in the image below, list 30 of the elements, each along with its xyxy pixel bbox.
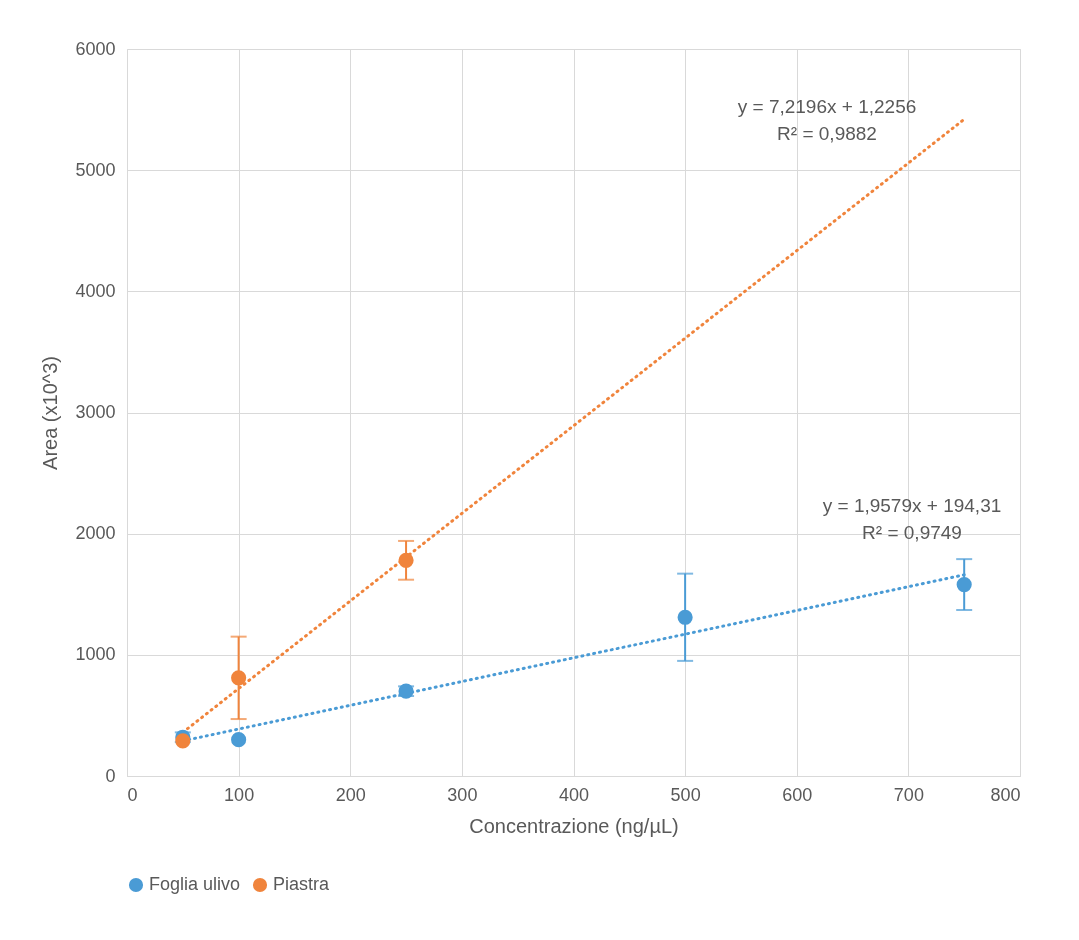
y-tick-label: 6000 [75,38,116,59]
point [398,552,414,568]
point [956,576,972,593]
y-tick-label: 0 [105,765,116,786]
x-tick-label: 800 [990,784,1021,805]
x-tick-label: 200 [335,784,366,805]
x-tick-label: 700 [893,784,924,805]
y-tick-label: 1000 [75,644,116,665]
x-tick-label: 500 [670,784,701,805]
x-tick-label: 300 [447,784,478,805]
annotation: R² = 0,9749 [862,522,962,543]
annotation: R² = 0,9882 [777,123,877,144]
annotation: y = 7,2196x + 1,2256 [737,96,917,117]
x-tick-label: 100 [224,784,255,805]
point [231,670,247,686]
x-axis-title: Concentrazione (ng/µL) [469,814,679,837]
x-tick-label: 0 [127,784,138,805]
annotation: y = 1,9579x + 194,31 [822,495,1002,516]
y-tick-label: 5000 [75,159,116,180]
y-axis-title: Area (x10^3) [39,356,62,470]
y-tick-label: 2000 [75,523,116,544]
point [231,732,247,748]
x-tick-label: 600 [782,784,813,805]
x-tick-label: 400 [558,784,590,805]
legend-label: Foglia ulivo [149,874,241,894]
y-tick-label: 3000 [75,402,116,422]
point [677,609,693,625]
y-tick-label: 4000 [75,280,116,301]
legend-label: Piastra [273,874,331,894]
point [175,733,191,749]
